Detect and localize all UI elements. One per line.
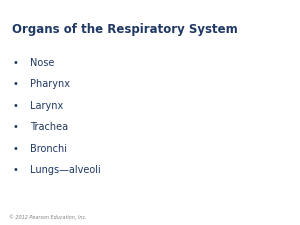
- Text: Lungs—alveoli: Lungs—alveoli: [30, 165, 101, 175]
- Text: Trachea: Trachea: [30, 122, 68, 132]
- Text: Pharynx: Pharynx: [30, 79, 70, 89]
- Text: •: •: [12, 144, 18, 153]
- Text: •: •: [12, 122, 18, 132]
- Text: Nose: Nose: [30, 58, 54, 68]
- Text: © 2012 Pearson Education, Inc.: © 2012 Pearson Education, Inc.: [9, 215, 87, 220]
- Text: •: •: [12, 165, 18, 175]
- Text: Larynx: Larynx: [30, 101, 63, 111]
- Text: Bronchi: Bronchi: [30, 144, 67, 153]
- Text: •: •: [12, 58, 18, 68]
- Text: •: •: [12, 101, 18, 111]
- Text: •: •: [12, 79, 18, 89]
- Text: Organs of the Respiratory System: Organs of the Respiratory System: [12, 22, 238, 36]
